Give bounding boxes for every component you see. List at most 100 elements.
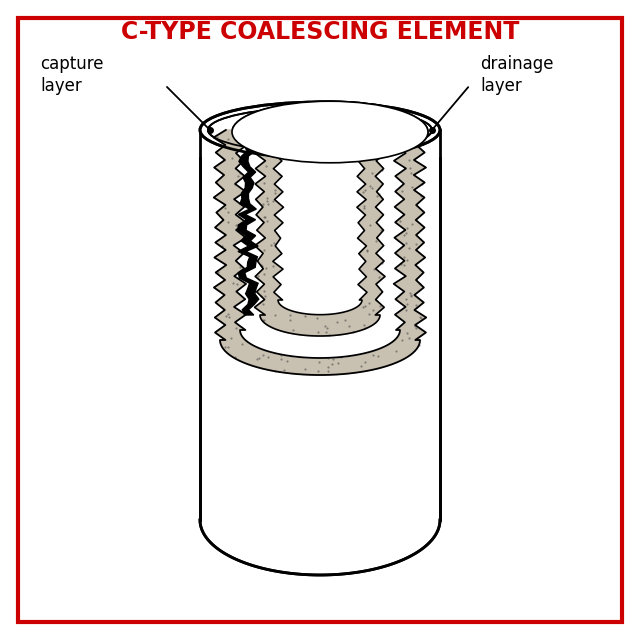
Point — [312, 298, 322, 308]
Point — [333, 357, 344, 367]
Point — [371, 295, 381, 305]
Point — [342, 176, 352, 186]
Point — [312, 314, 323, 324]
Point — [369, 231, 379, 241]
Point — [356, 198, 367, 209]
Point — [309, 237, 319, 248]
Point — [327, 359, 337, 369]
Point — [388, 226, 399, 236]
Point — [276, 135, 287, 145]
Point — [262, 199, 273, 209]
Point — [276, 350, 286, 360]
Point — [309, 305, 319, 316]
Point — [353, 209, 364, 219]
Point — [391, 346, 401, 356]
Point — [406, 291, 417, 301]
Point — [341, 321, 351, 332]
Polygon shape — [200, 520, 440, 575]
Point — [278, 266, 288, 276]
Point — [362, 246, 372, 256]
Point — [328, 150, 338, 160]
Point — [331, 206, 341, 216]
Point — [256, 291, 266, 301]
Point — [242, 218, 252, 228]
Point — [244, 269, 255, 280]
Point — [257, 299, 268, 309]
Point — [402, 299, 412, 309]
Point — [240, 271, 250, 282]
Point — [380, 186, 390, 196]
Point — [346, 225, 356, 235]
Point — [340, 257, 350, 267]
Point — [358, 302, 368, 312]
Point — [353, 192, 363, 202]
Point — [282, 287, 292, 298]
Point — [330, 255, 340, 265]
Point — [266, 147, 276, 157]
Point — [364, 220, 374, 230]
Point — [399, 252, 409, 262]
Point — [356, 246, 366, 257]
Point — [270, 227, 280, 237]
Point — [217, 241, 227, 251]
Point — [296, 165, 307, 175]
Point — [385, 274, 395, 284]
Point — [365, 181, 375, 191]
Point — [259, 131, 269, 141]
Point — [265, 241, 275, 251]
Point — [342, 183, 352, 193]
Point — [322, 268, 332, 278]
Point — [332, 317, 342, 328]
Point — [337, 254, 347, 264]
Point — [229, 352, 239, 362]
Point — [262, 157, 273, 167]
Point — [313, 366, 323, 376]
Point — [320, 321, 330, 331]
Point — [262, 193, 272, 204]
Point — [266, 239, 276, 250]
Polygon shape — [238, 135, 259, 315]
Point — [401, 227, 411, 237]
Point — [333, 184, 344, 194]
Point — [340, 293, 350, 303]
Point — [358, 187, 368, 197]
Point — [402, 223, 412, 234]
Point — [246, 193, 256, 204]
Point — [335, 214, 345, 224]
Point — [261, 142, 271, 152]
Point — [266, 240, 276, 250]
Point — [341, 318, 351, 328]
Point — [287, 263, 298, 273]
Point — [228, 278, 238, 288]
Point — [314, 356, 324, 367]
Point — [396, 129, 406, 140]
Point — [258, 350, 268, 360]
Point — [381, 227, 391, 237]
Point — [289, 148, 299, 159]
Point — [282, 265, 292, 275]
Point — [307, 197, 317, 207]
Point — [376, 225, 386, 235]
Point — [300, 364, 310, 374]
Point — [388, 209, 398, 220]
Point — [312, 274, 323, 284]
Point — [308, 131, 318, 141]
Point — [224, 312, 234, 323]
Point — [360, 271, 370, 281]
Point — [320, 131, 330, 141]
Point — [353, 218, 364, 228]
Point — [366, 140, 376, 150]
Point — [307, 136, 317, 146]
Point — [281, 198, 291, 209]
Point — [323, 236, 333, 246]
Point — [304, 204, 314, 214]
Point — [293, 308, 303, 318]
Point — [244, 303, 254, 313]
Polygon shape — [234, 130, 406, 358]
Point — [331, 291, 341, 301]
Point — [330, 289, 340, 300]
Point — [264, 222, 275, 232]
Ellipse shape — [232, 101, 428, 163]
Point — [340, 216, 351, 227]
Point — [287, 203, 297, 213]
